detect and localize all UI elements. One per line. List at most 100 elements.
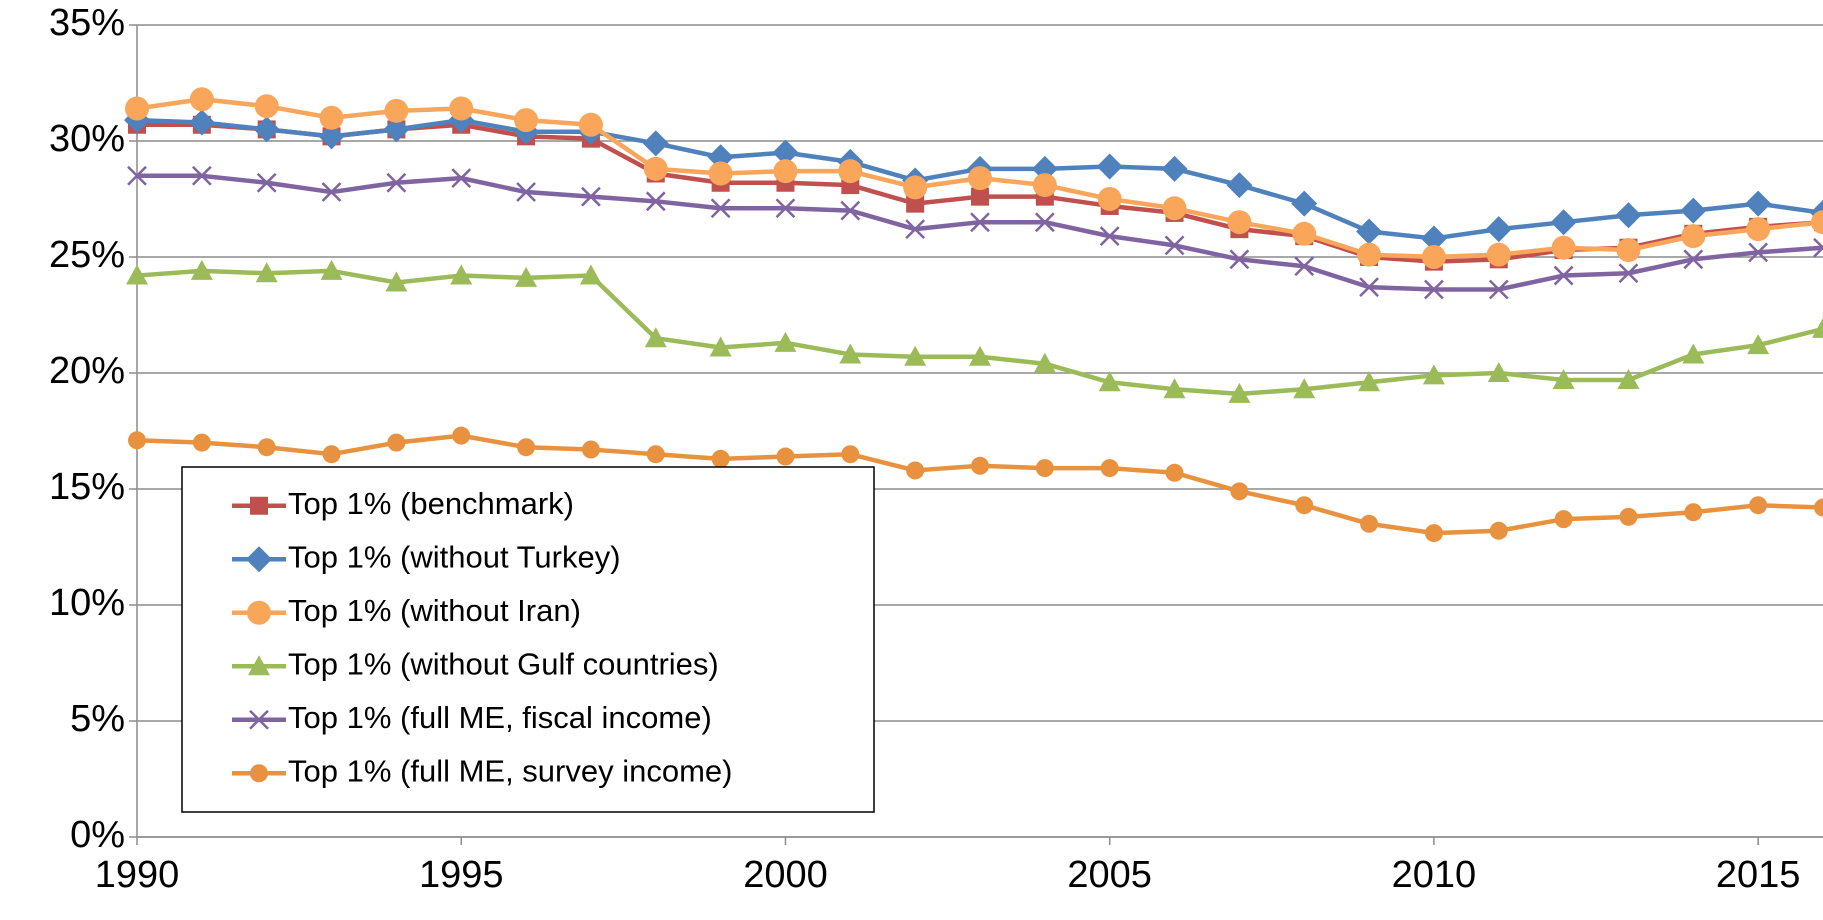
data-point [906, 461, 925, 480]
data-point [711, 449, 730, 468]
data-point [1227, 210, 1252, 235]
data-point [643, 156, 668, 181]
data-point [1550, 209, 1577, 236]
data-point [322, 445, 341, 464]
data-point [257, 438, 276, 457]
data-point [1488, 279, 1509, 300]
data-point [646, 445, 665, 464]
data-point [1359, 277, 1379, 298]
y-tick-label: 10% [49, 582, 125, 624]
y-tick-label: 15% [49, 466, 125, 508]
data-point [1357, 242, 1382, 267]
data-point [581, 186, 601, 207]
legend-label: Top 1% (full ME, fiscal income) [288, 700, 712, 735]
legend-marker [250, 764, 268, 783]
data-point [1229, 249, 1250, 270]
data-point [1360, 514, 1379, 533]
data-point [1100, 459, 1119, 478]
data-point [578, 112, 603, 137]
data-point [188, 109, 215, 136]
data-point [1356, 218, 1383, 245]
data-point [1420, 225, 1447, 252]
data-point [1035, 459, 1054, 478]
data-point [1681, 224, 1706, 249]
y-tick-label: 35% [49, 2, 125, 44]
data-point [192, 433, 211, 452]
data-point [386, 172, 407, 193]
data-point [1746, 217, 1771, 242]
data-point [838, 159, 863, 184]
data-point [1034, 212, 1055, 233]
data-point [1358, 371, 1381, 392]
data-point [1292, 221, 1317, 246]
y-tick-label: 5% [70, 698, 125, 740]
data-point [254, 94, 279, 119]
x-tick-label: 1995 [419, 854, 504, 896]
data-point [189, 87, 214, 112]
data-point [645, 191, 666, 212]
data-point [125, 96, 149, 121]
data-point [1098, 371, 1121, 392]
data-point [772, 139, 799, 166]
data-point [775, 198, 796, 219]
x-tick-label: 2005 [1067, 854, 1152, 896]
data-point [1163, 378, 1186, 399]
x-tick-label: 2015 [1716, 854, 1801, 896]
data-point [1747, 334, 1770, 355]
data-point [1617, 368, 1640, 389]
data-point [1291, 190, 1318, 217]
data-point [383, 116, 410, 143]
data-point [1162, 196, 1187, 221]
data-point [903, 175, 928, 200]
data-point [841, 445, 860, 464]
data-point [1552, 368, 1575, 389]
data-point [1551, 235, 1576, 260]
data-point [1097, 187, 1122, 211]
data-point [1295, 496, 1314, 515]
data-point [971, 456, 989, 475]
legend-label: Top 1% (without Iran) [288, 593, 581, 628]
data-point [970, 212, 990, 233]
data-point [1096, 153, 1123, 180]
data-point [642, 130, 669, 157]
data-point [1161, 155, 1188, 182]
data-point [255, 262, 278, 283]
legend-label: Top 1% (benchmark) [288, 486, 574, 521]
data-point [1618, 263, 1639, 284]
data-point [384, 98, 409, 123]
data-point [1813, 237, 1823, 258]
x-tick-label: 2010 [1392, 854, 1477, 896]
y-tick-label: 30% [49, 118, 125, 160]
data-point [321, 182, 342, 202]
data-point [1424, 279, 1444, 300]
data-point [969, 345, 991, 366]
data-point [1486, 242, 1511, 267]
data-point [451, 168, 472, 189]
data-point [906, 194, 925, 213]
data-point [517, 438, 536, 457]
data-point [452, 426, 471, 445]
data-point [127, 165, 147, 186]
data-point [1680, 197, 1707, 224]
data-point [1099, 226, 1120, 247]
data-point [128, 431, 146, 450]
data-point [773, 159, 798, 184]
data-point [1615, 202, 1642, 229]
legend-label: Top 1% (without Turkey) [288, 539, 621, 574]
x-tick-label: 1990 [95, 854, 180, 896]
data-point [1619, 507, 1638, 526]
data-point [1230, 482, 1249, 501]
data-point [968, 166, 992, 191]
data-point [708, 161, 733, 186]
data-point [514, 108, 539, 133]
legend-marker [248, 655, 270, 676]
data-point [1489, 521, 1508, 540]
data-point [1422, 364, 1445, 385]
data-point [710, 198, 731, 219]
legend-marker [250, 496, 268, 515]
data-point [1554, 510, 1573, 529]
data-point [449, 96, 474, 121]
data-point [1748, 242, 1769, 263]
data-point [971, 187, 989, 206]
data-point [1032, 173, 1057, 198]
